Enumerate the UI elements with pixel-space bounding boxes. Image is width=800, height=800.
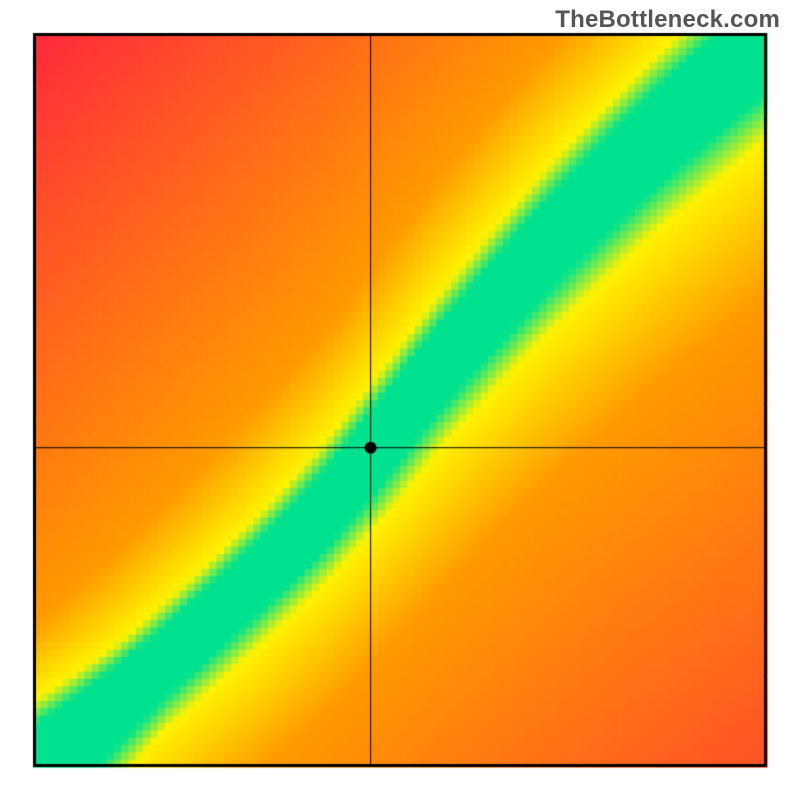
watermark-text: TheBottleneck.com bbox=[555, 6, 780, 34]
heatmap-canvas bbox=[0, 0, 800, 800]
chart-container: TheBottleneck.com bbox=[0, 0, 800, 800]
